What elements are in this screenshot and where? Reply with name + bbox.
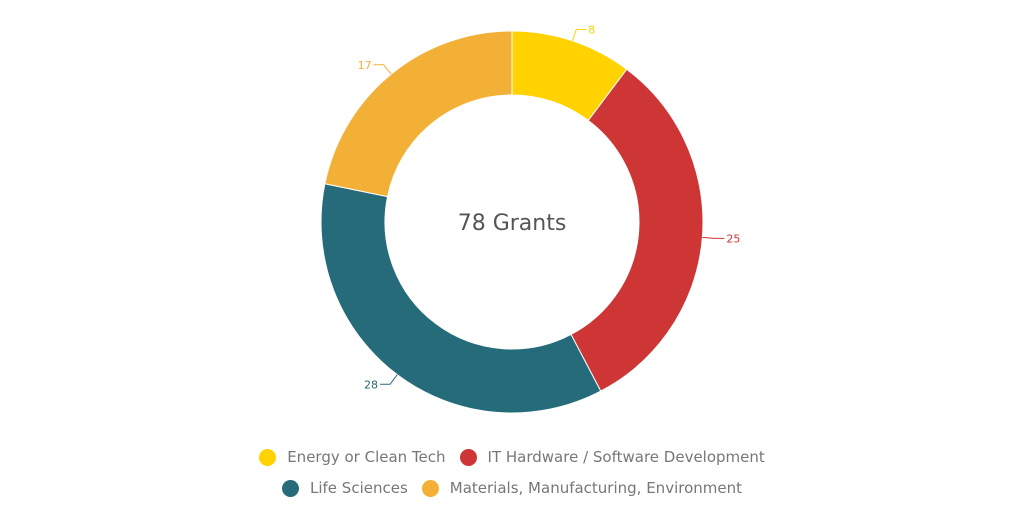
data-label-materials: 17 bbox=[358, 59, 372, 72]
center-total-label: 78 Grants bbox=[458, 211, 567, 236]
legend-item-materials[interactable]: Materials, Manufacturing, Environment bbox=[421, 479, 742, 497]
legend-label-life-sciences: Life Sciences bbox=[310, 479, 408, 497]
slice-it[interactable] bbox=[570, 68, 704, 392]
legend-label-it: IT Hardware / Software Development bbox=[487, 448, 765, 466]
legend-row-2: Life Sciences Materials, Manufacturing, … bbox=[0, 479, 1024, 497]
data-label-energy: 8 bbox=[588, 23, 595, 36]
legend-item-it[interactable]: IT Hardware / Software Development bbox=[459, 448, 765, 466]
legend-label-energy: Energy or Clean Tech bbox=[287, 448, 446, 466]
data-label-life-sciences: 28 bbox=[364, 378, 378, 391]
label-connector-energy bbox=[572, 28, 587, 41]
label-connector-life-sciences bbox=[380, 374, 398, 385]
slice-life-sciences[interactable] bbox=[320, 183, 602, 414]
legend-marker-energy bbox=[259, 448, 277, 466]
slice-materials[interactable] bbox=[324, 30, 513, 198]
legend-marker-life-sciences bbox=[282, 479, 299, 497]
data-label-it: 25 bbox=[726, 232, 740, 245]
legend-item-life-sciences[interactable]: Life Sciences bbox=[282, 479, 408, 497]
legend-marker-materials bbox=[421, 479, 439, 497]
legend-marker-it bbox=[459, 448, 477, 466]
legend-row-1: Energy or Clean Tech IT Hardware / Softw… bbox=[0, 448, 1024, 466]
legend-item-energy[interactable]: Energy or Clean Tech bbox=[259, 448, 446, 466]
legend-label-materials: Materials, Manufacturing, Environment bbox=[449, 479, 742, 497]
label-connector-materials bbox=[373, 64, 392, 75]
label-connector-it bbox=[702, 236, 725, 239]
